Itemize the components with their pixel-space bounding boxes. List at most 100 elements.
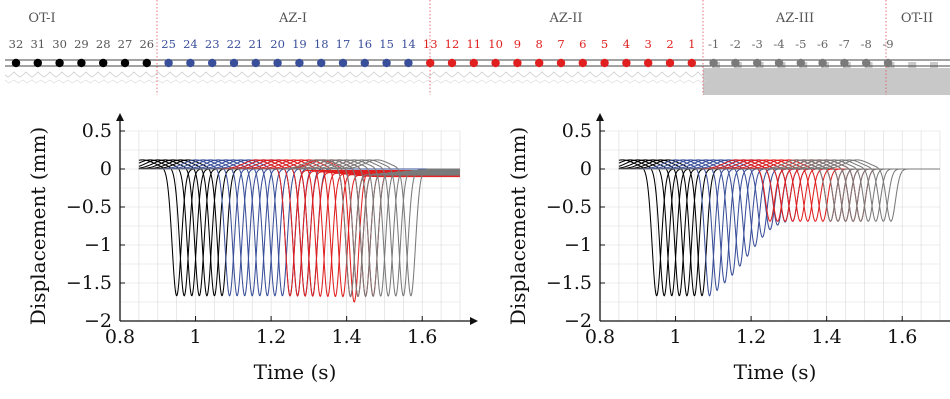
sensor-label: 20 — [270, 37, 285, 51]
sensor-dot — [687, 58, 696, 68]
x-tick-label: 1.6 — [887, 326, 917, 348]
displacement-chart-left: 0.8 1 1.2 1.4 1.6 −2 −1.5 −1 −0.5 0 0.5 Time (s) Dis… — [26, 113, 478, 384]
sensor-label: 11 — [466, 37, 481, 51]
series-line — [138, 159, 460, 297]
sensor-dot — [186, 58, 195, 68]
series-line — [618, 159, 940, 222]
sensor-label: -6 — [817, 37, 828, 51]
sensor-label: 24 — [183, 37, 198, 51]
sensor-label: -4 — [773, 37, 784, 51]
sensor-dot — [535, 58, 544, 68]
sensor-label: 18 — [314, 37, 329, 51]
sensor-label: 6 — [579, 37, 586, 51]
y-tick-label: −2 — [564, 310, 592, 332]
sensor-label: 3 — [645, 37, 652, 51]
sensor-label: 26 — [139, 37, 154, 51]
sensor-label: 29 — [74, 37, 89, 51]
x-tick-label: 1.2 — [736, 326, 766, 348]
y-tick-label: 0 — [100, 158, 112, 180]
x-tick-label: 0.8 — [105, 326, 135, 348]
sensor-dot — [229, 58, 239, 68]
sensor-label: 5 — [601, 37, 608, 51]
sensor-dot — [840, 58, 849, 68]
ballast-texture — [4, 71, 708, 78]
series-group — [618, 159, 940, 297]
sensor-dot — [796, 58, 805, 68]
sensor-label: 32 — [9, 37, 24, 51]
x-tick-label: 1 — [670, 326, 682, 348]
sensor-dot — [753, 58, 762, 68]
sensor-dot — [273, 58, 282, 68]
sensor-dot — [338, 58, 348, 68]
x-tick-label: 1 — [190, 326, 202, 348]
sensor-dot — [360, 58, 369, 68]
sensor-dot — [11, 58, 21, 68]
y-tick-label: −0.5 — [66, 196, 112, 218]
x-tick-label: 1.6 — [407, 326, 437, 348]
sensor-dot — [709, 58, 718, 68]
sensor-dot — [317, 58, 326, 68]
y-tick-label: 0 — [580, 158, 592, 180]
sensor-label: 8 — [536, 37, 543, 51]
sensor-label: 9 — [514, 37, 521, 51]
zone-label: OT-II — [901, 11, 933, 26]
y-tick-label: −1.5 — [66, 272, 112, 294]
sensor-label: 30 — [52, 37, 67, 51]
sensor-dot — [513, 58, 522, 68]
sensor-dot — [665, 58, 675, 68]
sensor-label: -7 — [839, 37, 850, 51]
sensor-label: -3 — [752, 37, 763, 51]
y-tick-label: 0.5 — [82, 120, 112, 142]
sensor-dot — [556, 58, 566, 68]
sensor-dot — [883, 58, 893, 68]
sensor-label: 12 — [445, 37, 460, 51]
y-axis-arrow — [596, 113, 604, 121]
sensor-label: 14 — [401, 37, 416, 51]
sensor-dot — [491, 58, 500, 68]
zone-label: OT-I — [28, 11, 55, 26]
sensor-label: 17 — [336, 37, 351, 51]
x-tick-label: 0.8 — [585, 326, 615, 348]
sensor-label: 25 — [161, 37, 176, 51]
zone-label: AZ-III — [775, 11, 814, 26]
sensor-dot — [600, 58, 609, 68]
sensor-label: -5 — [795, 37, 806, 51]
y-axis-title: Displacement (mm) — [506, 127, 530, 325]
sensor-label: -8 — [861, 37, 872, 51]
ballast-texture — [4, 79, 708, 84]
y-axis-title: Displacement (mm) — [26, 127, 50, 325]
sensor-label: -1 — [708, 37, 719, 51]
sensor-label: 13 — [423, 37, 438, 51]
sensor-dot — [447, 58, 457, 68]
sensor-dot — [644, 58, 653, 68]
zone-label: AZ-II — [548, 11, 582, 26]
soil-block — [703, 68, 950, 95]
sensor-label: 19 — [292, 37, 307, 51]
y-tick-label: 0.5 — [562, 120, 592, 142]
sensor-dot — [404, 58, 413, 68]
sensor-label: 1 — [688, 37, 695, 51]
x-tick-label: 1.2 — [256, 326, 286, 348]
sensor-label: -9 — [882, 37, 893, 51]
sensor-dot — [33, 58, 42, 68]
y-tick-label: −1 — [564, 234, 592, 256]
sensor-dot — [99, 58, 108, 68]
sensor-dot — [55, 58, 64, 68]
sensor-label: 4 — [623, 37, 630, 51]
sensor-dot — [295, 58, 304, 68]
y-axis-arrow — [116, 113, 124, 121]
x-tick-label: 1.4 — [332, 326, 362, 348]
sensor-dot — [77, 58, 86, 68]
sensor-label: 22 — [227, 37, 242, 51]
sensor-dot — [382, 58, 391, 68]
sensor-label: 16 — [357, 37, 372, 51]
y-tick-label: −2 — [84, 310, 112, 332]
sensor-label: -2 — [730, 37, 741, 51]
y-tick-label: −1.5 — [546, 272, 592, 294]
y-tick-label: −1 — [84, 234, 112, 256]
x-axis-title: Time (s) — [254, 360, 337, 384]
sensor-label: 27 — [118, 37, 133, 51]
sensor-label: 23 — [205, 37, 220, 51]
